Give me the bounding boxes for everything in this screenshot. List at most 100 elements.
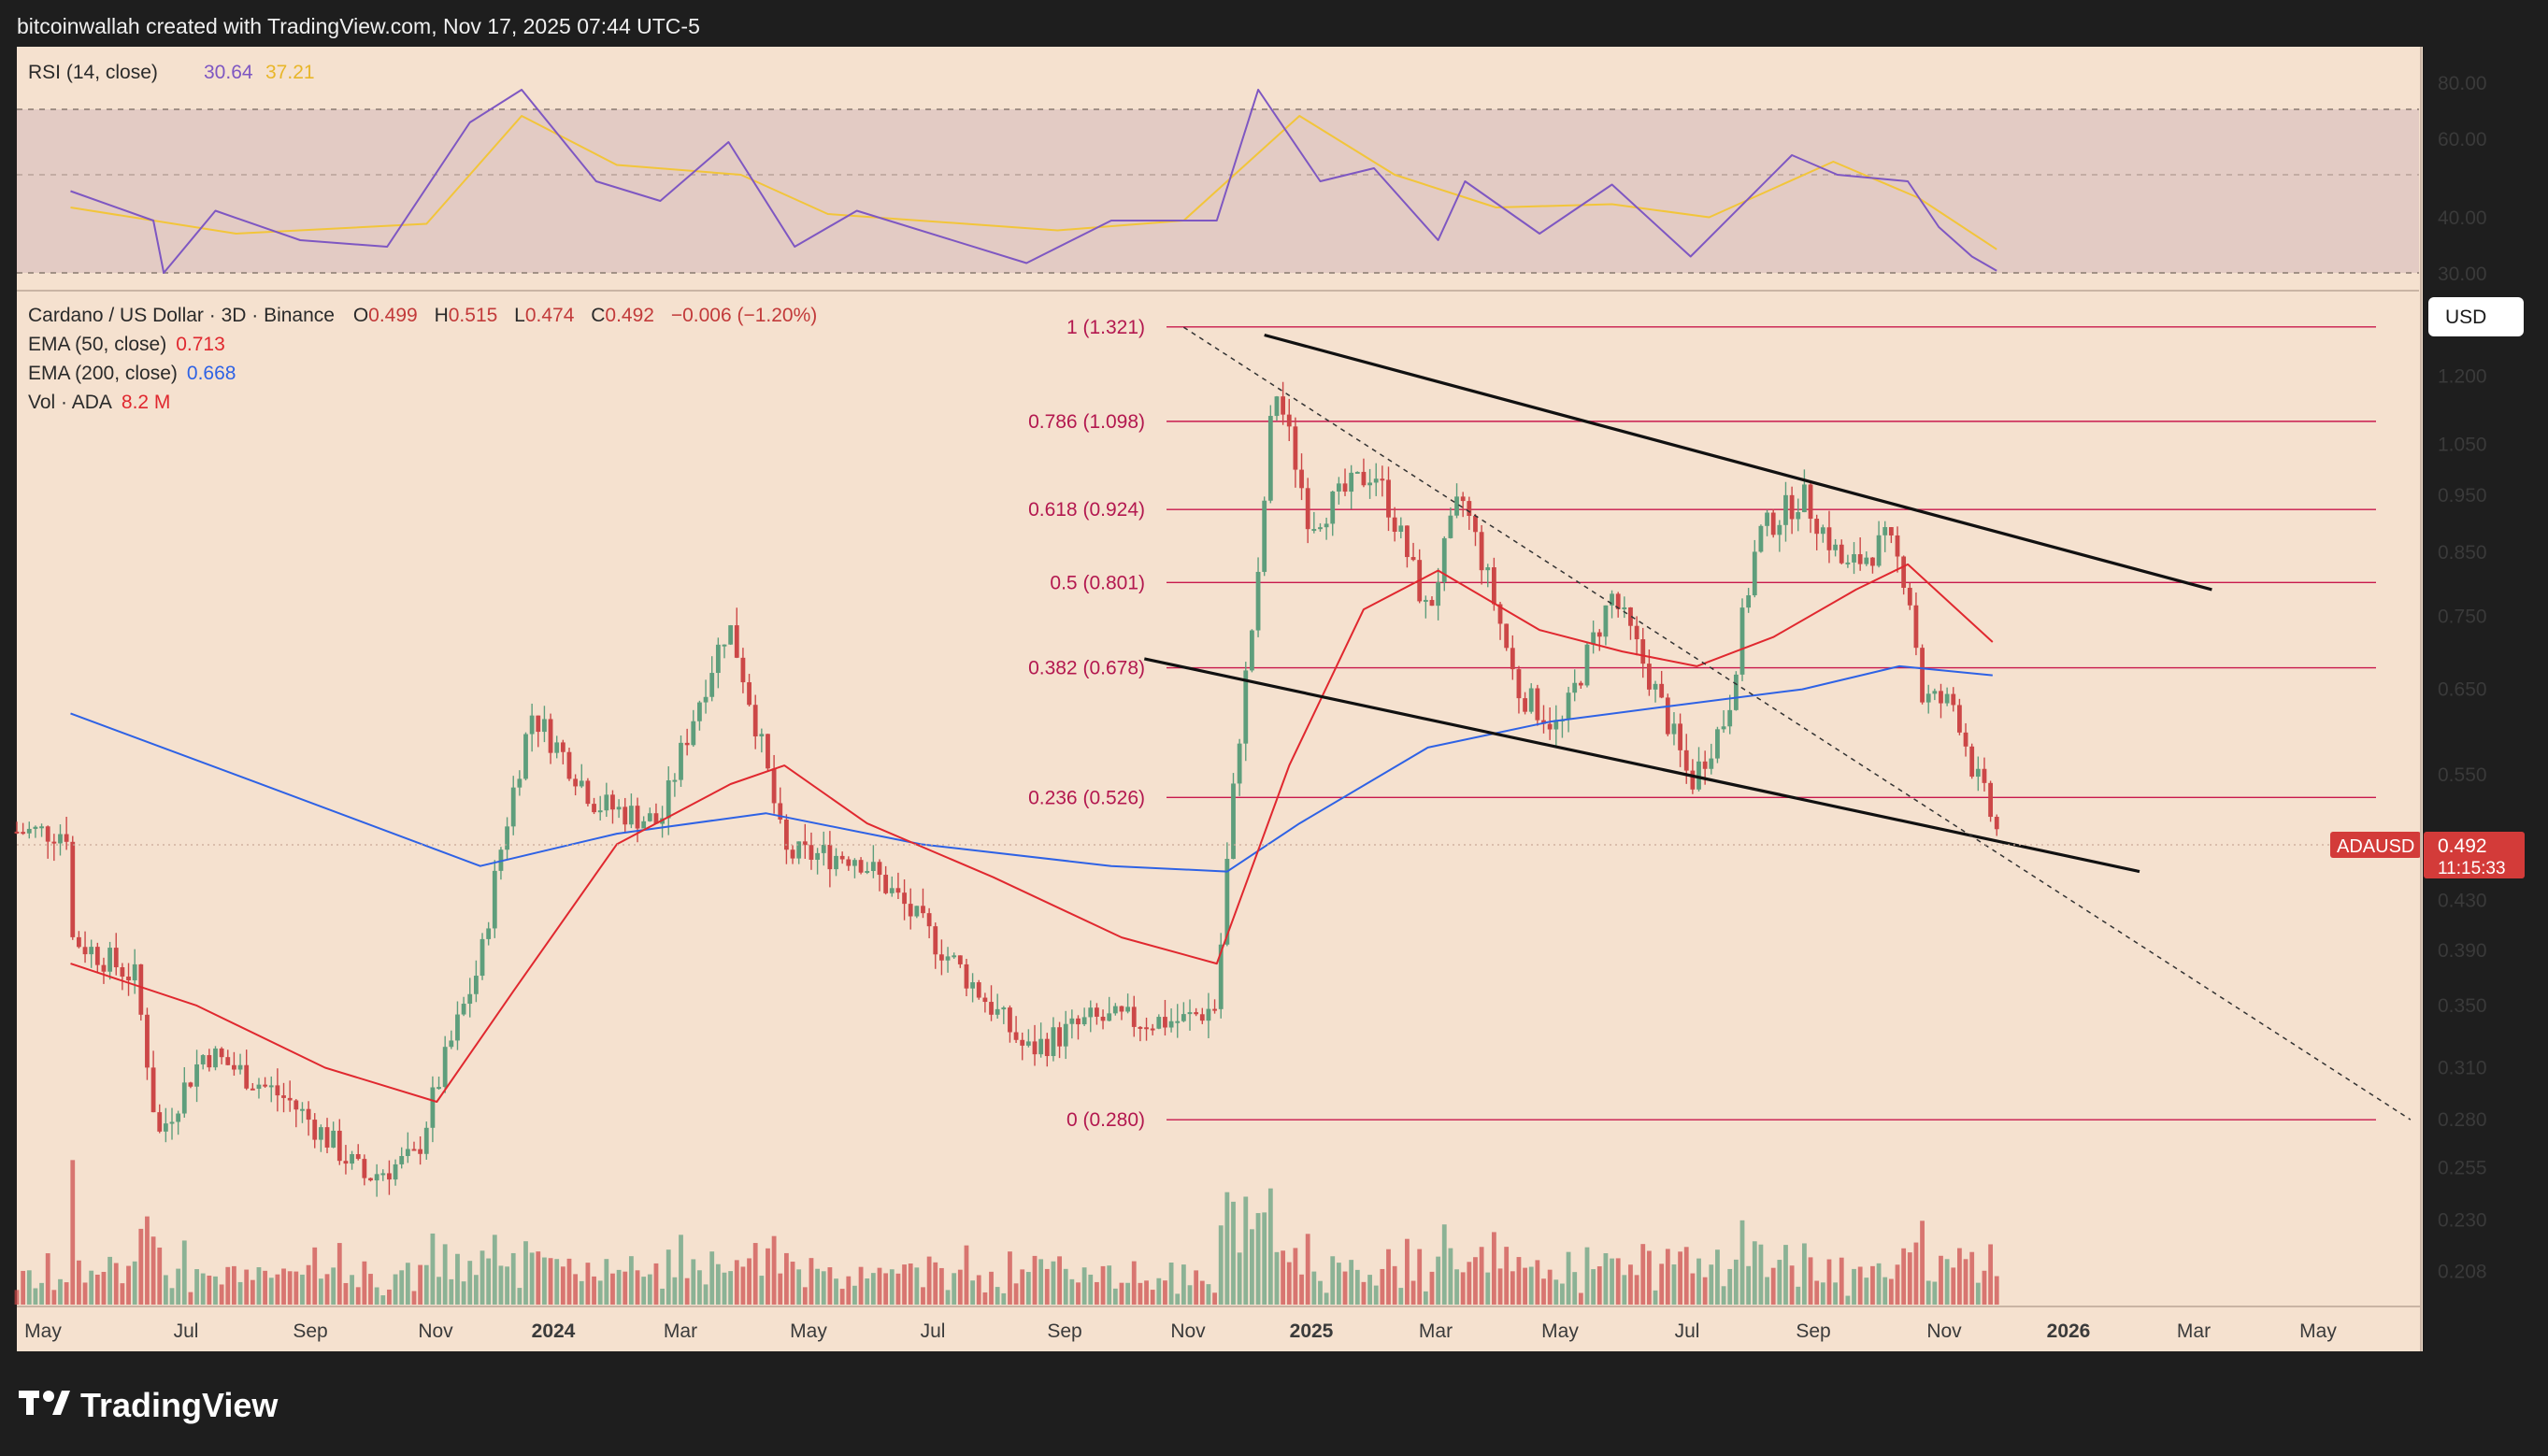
volume-bar: [232, 1265, 236, 1305]
volume-bar: [1206, 1284, 1211, 1305]
time-tick: Sep: [293, 1320, 327, 1342]
volume-bar: [1398, 1288, 1404, 1305]
volume-bar: [560, 1266, 565, 1305]
candle-body: [560, 742, 565, 752]
volume-bar: [597, 1280, 603, 1305]
candle-body: [1547, 723, 1553, 730]
candle-body: [957, 955, 963, 964]
candle-body: [467, 993, 473, 1005]
candle-body: [1783, 494, 1788, 525]
candle-body: [902, 892, 907, 905]
volume-bar: [1262, 1212, 1267, 1305]
volume-bar: [1957, 1248, 1962, 1305]
volume-bar: [1095, 1281, 1099, 1305]
attribution-text: bitcoinwallah created with TradingView.c…: [17, 14, 700, 38]
candle-body: [268, 1085, 274, 1088]
volume-bar: [1572, 1272, 1578, 1305]
volume-bar: [1454, 1269, 1459, 1305]
candle-body: [747, 682, 752, 706]
volume-bar: [1615, 1258, 1621, 1305]
price-tick: 1.200: [2438, 365, 2487, 387]
volume-bar: [132, 1261, 137, 1305]
candle-body: [715, 644, 721, 674]
candle-body: [256, 1084, 262, 1090]
volume-bar: [374, 1287, 379, 1305]
currency-button[interactable]: [2428, 297, 2524, 336]
volume-bar: [1591, 1269, 1596, 1305]
volume-bar: [1194, 1270, 1199, 1305]
candle-body: [989, 1002, 994, 1015]
candle-body: [573, 778, 579, 787]
volume-bar: [1535, 1260, 1540, 1305]
volume-bar: [926, 1256, 932, 1305]
volume-bar: [1069, 1278, 1075, 1305]
volume-bar: [113, 1263, 119, 1305]
candle-body: [641, 821, 647, 829]
volume-bar: [1969, 1251, 1975, 1305]
candle-body: [480, 938, 485, 977]
symbol-label[interactable]: Cardano / US Dollar · 3D · Binance: [28, 305, 335, 326]
candle-body: [1410, 557, 1416, 561]
candle-body: [1491, 567, 1496, 605]
volume-bar: [889, 1269, 895, 1305]
volume-bar: [1342, 1271, 1348, 1305]
currency-label[interactable]: USD: [2445, 307, 2486, 328]
volume-bar: [207, 1275, 212, 1305]
volume-bar: [473, 1275, 479, 1305]
time-tick: May: [24, 1320, 62, 1342]
candle-body: [399, 1156, 405, 1164]
price-axis[interactable]: USD 1.200 1.050 0.950 0.850 0.750 0.650 0.550 0…: [2428, 297, 2524, 1283]
volume-bar: [734, 1260, 739, 1305]
volume-bar: [802, 1287, 808, 1305]
candle-body: [1479, 532, 1484, 571]
volume-bar: [423, 1264, 429, 1305]
candle-body: [1281, 396, 1286, 415]
channel-upper-line: [1264, 333, 2212, 592]
candle-body: [1864, 557, 1869, 564]
candle-body: [1436, 582, 1441, 607]
volume-bar: [1429, 1271, 1435, 1305]
volume-bar: [715, 1263, 721, 1305]
volume-bar: [883, 1273, 889, 1305]
candle-body: [1311, 529, 1317, 532]
volume-bar: [200, 1273, 206, 1305]
candle-body: [1349, 472, 1354, 492]
volume-bar: [895, 1273, 901, 1305]
rsi-line: [70, 89, 1997, 274]
candle-body: [1957, 705, 1962, 733]
volume-bar: [554, 1259, 560, 1305]
volume-bar: [585, 1263, 591, 1305]
volume-bar: [163, 1275, 168, 1305]
volume-bar: [933, 1262, 938, 1305]
volume-bar: [418, 1264, 423, 1305]
volume-bar: [1789, 1265, 1795, 1305]
volume-bar: [1100, 1265, 1106, 1305]
volume-bar: [1405, 1238, 1410, 1305]
candle-body: [1373, 478, 1379, 483]
volume-bar: [1318, 1280, 1323, 1305]
candle-body: [169, 1121, 175, 1124]
volume-bar: [1932, 1281, 1938, 1305]
price-tick: 0.750: [2438, 606, 2487, 627]
candle-body: [1008, 1007, 1012, 1033]
candle-body: [865, 871, 870, 874]
candle-body: [846, 859, 852, 866]
volume-bar: [1696, 1258, 1701, 1305]
candle-body: [684, 742, 690, 746]
price-tick: 0.350: [2438, 995, 2487, 1017]
candle-body: [51, 841, 57, 844]
candle-body: [858, 860, 864, 873]
volume-bar: [455, 1253, 460, 1305]
candle-body: [914, 906, 920, 917]
volume-bar: [250, 1279, 255, 1305]
time-axis[interactable]: May Jul Sep Nov 2024 Mar May Jul Sep Nov 2025 Mar Ma…: [24, 1320, 2337, 1342]
candle-body: [126, 977, 131, 981]
candle-body: [1696, 761, 1701, 790]
candle-body: [554, 742, 560, 753]
volume-bar: [194, 1269, 199, 1305]
volume-bar: [1417, 1249, 1423, 1305]
volume-bar: [623, 1271, 628, 1305]
svg-text:Cardano / US Dollar · 3D · Bin: Cardano / US Dollar · 3D · Binance O0.49…: [28, 305, 817, 326]
volume-bar: [1025, 1272, 1031, 1305]
volume-bar: [1826, 1259, 1832, 1305]
